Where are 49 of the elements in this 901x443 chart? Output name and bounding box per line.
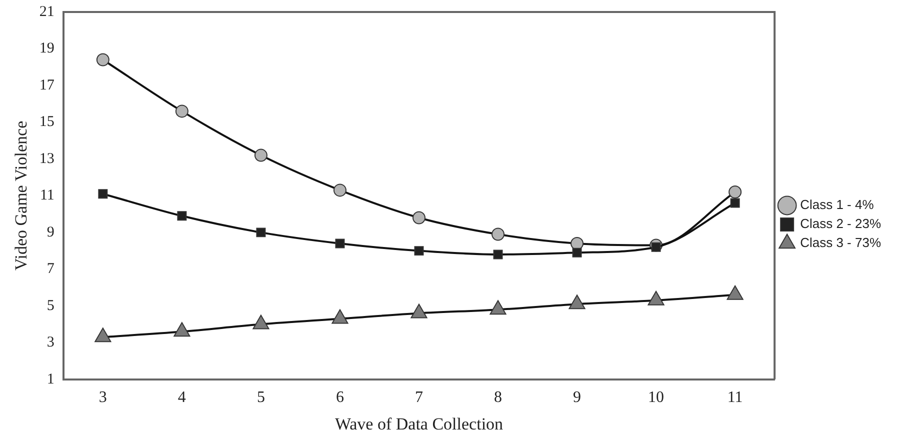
point	[570, 236, 584, 250]
legend-label: Class 1 - 4%	[800, 197, 874, 212]
point	[572, 248, 582, 258]
point	[175, 104, 188, 118]
point	[252, 314, 270, 330]
y-tick-label: 15	[39, 114, 54, 130]
point	[728, 186, 742, 199]
x-tick-label: 4	[178, 389, 186, 406]
y-tick-label: 1	[46, 371, 54, 388]
x-tick-label: 3	[98, 389, 107, 406]
point	[177, 211, 187, 221]
point	[254, 148, 268, 162]
x-tick-label: 8	[494, 389, 502, 406]
point	[333, 184, 346, 197]
y-tick-label: 21	[39, 4, 54, 20]
x-tick-label: 5	[256, 389, 265, 406]
point	[730, 198, 740, 208]
point	[648, 290, 664, 306]
y-tick-label: 11	[40, 188, 54, 204]
point	[726, 285, 744, 300]
y-tick-label: 13	[39, 150, 54, 167]
point	[256, 228, 266, 238]
point	[412, 211, 426, 224]
point	[94, 328, 112, 342]
point	[332, 309, 348, 324]
x-tick-label: 7	[414, 389, 423, 406]
y-axis-title: Video Game Violence	[12, 120, 31, 271]
point	[98, 189, 108, 199]
y-tick-label: 17	[39, 77, 55, 94]
x-tick-label: 11	[727, 389, 743, 406]
y-tick-label: 3	[46, 334, 54, 351]
point	[493, 250, 503, 260]
y-tick-label: 9	[46, 224, 54, 240]
legend-label: Class 3 - 73%	[800, 235, 882, 250]
x-tick-label: 6	[336, 389, 344, 406]
x-axis-title: Wave of Data Collection	[334, 414, 504, 434]
point	[492, 228, 505, 241]
point	[414, 246, 424, 256]
point	[568, 294, 586, 310]
x-tick-label: 10	[648, 389, 664, 406]
point	[490, 300, 506, 315]
point	[335, 238, 345, 248]
x-tick-label: 9	[573, 389, 582, 406]
y-tick-label: 5	[46, 298, 54, 314]
legend-label: Class 2 - 23%	[800, 216, 882, 232]
point	[174, 322, 190, 337]
y-tick-label: 7	[46, 261, 55, 278]
y-tick-label: 19	[39, 40, 54, 57]
point	[410, 304, 428, 318]
